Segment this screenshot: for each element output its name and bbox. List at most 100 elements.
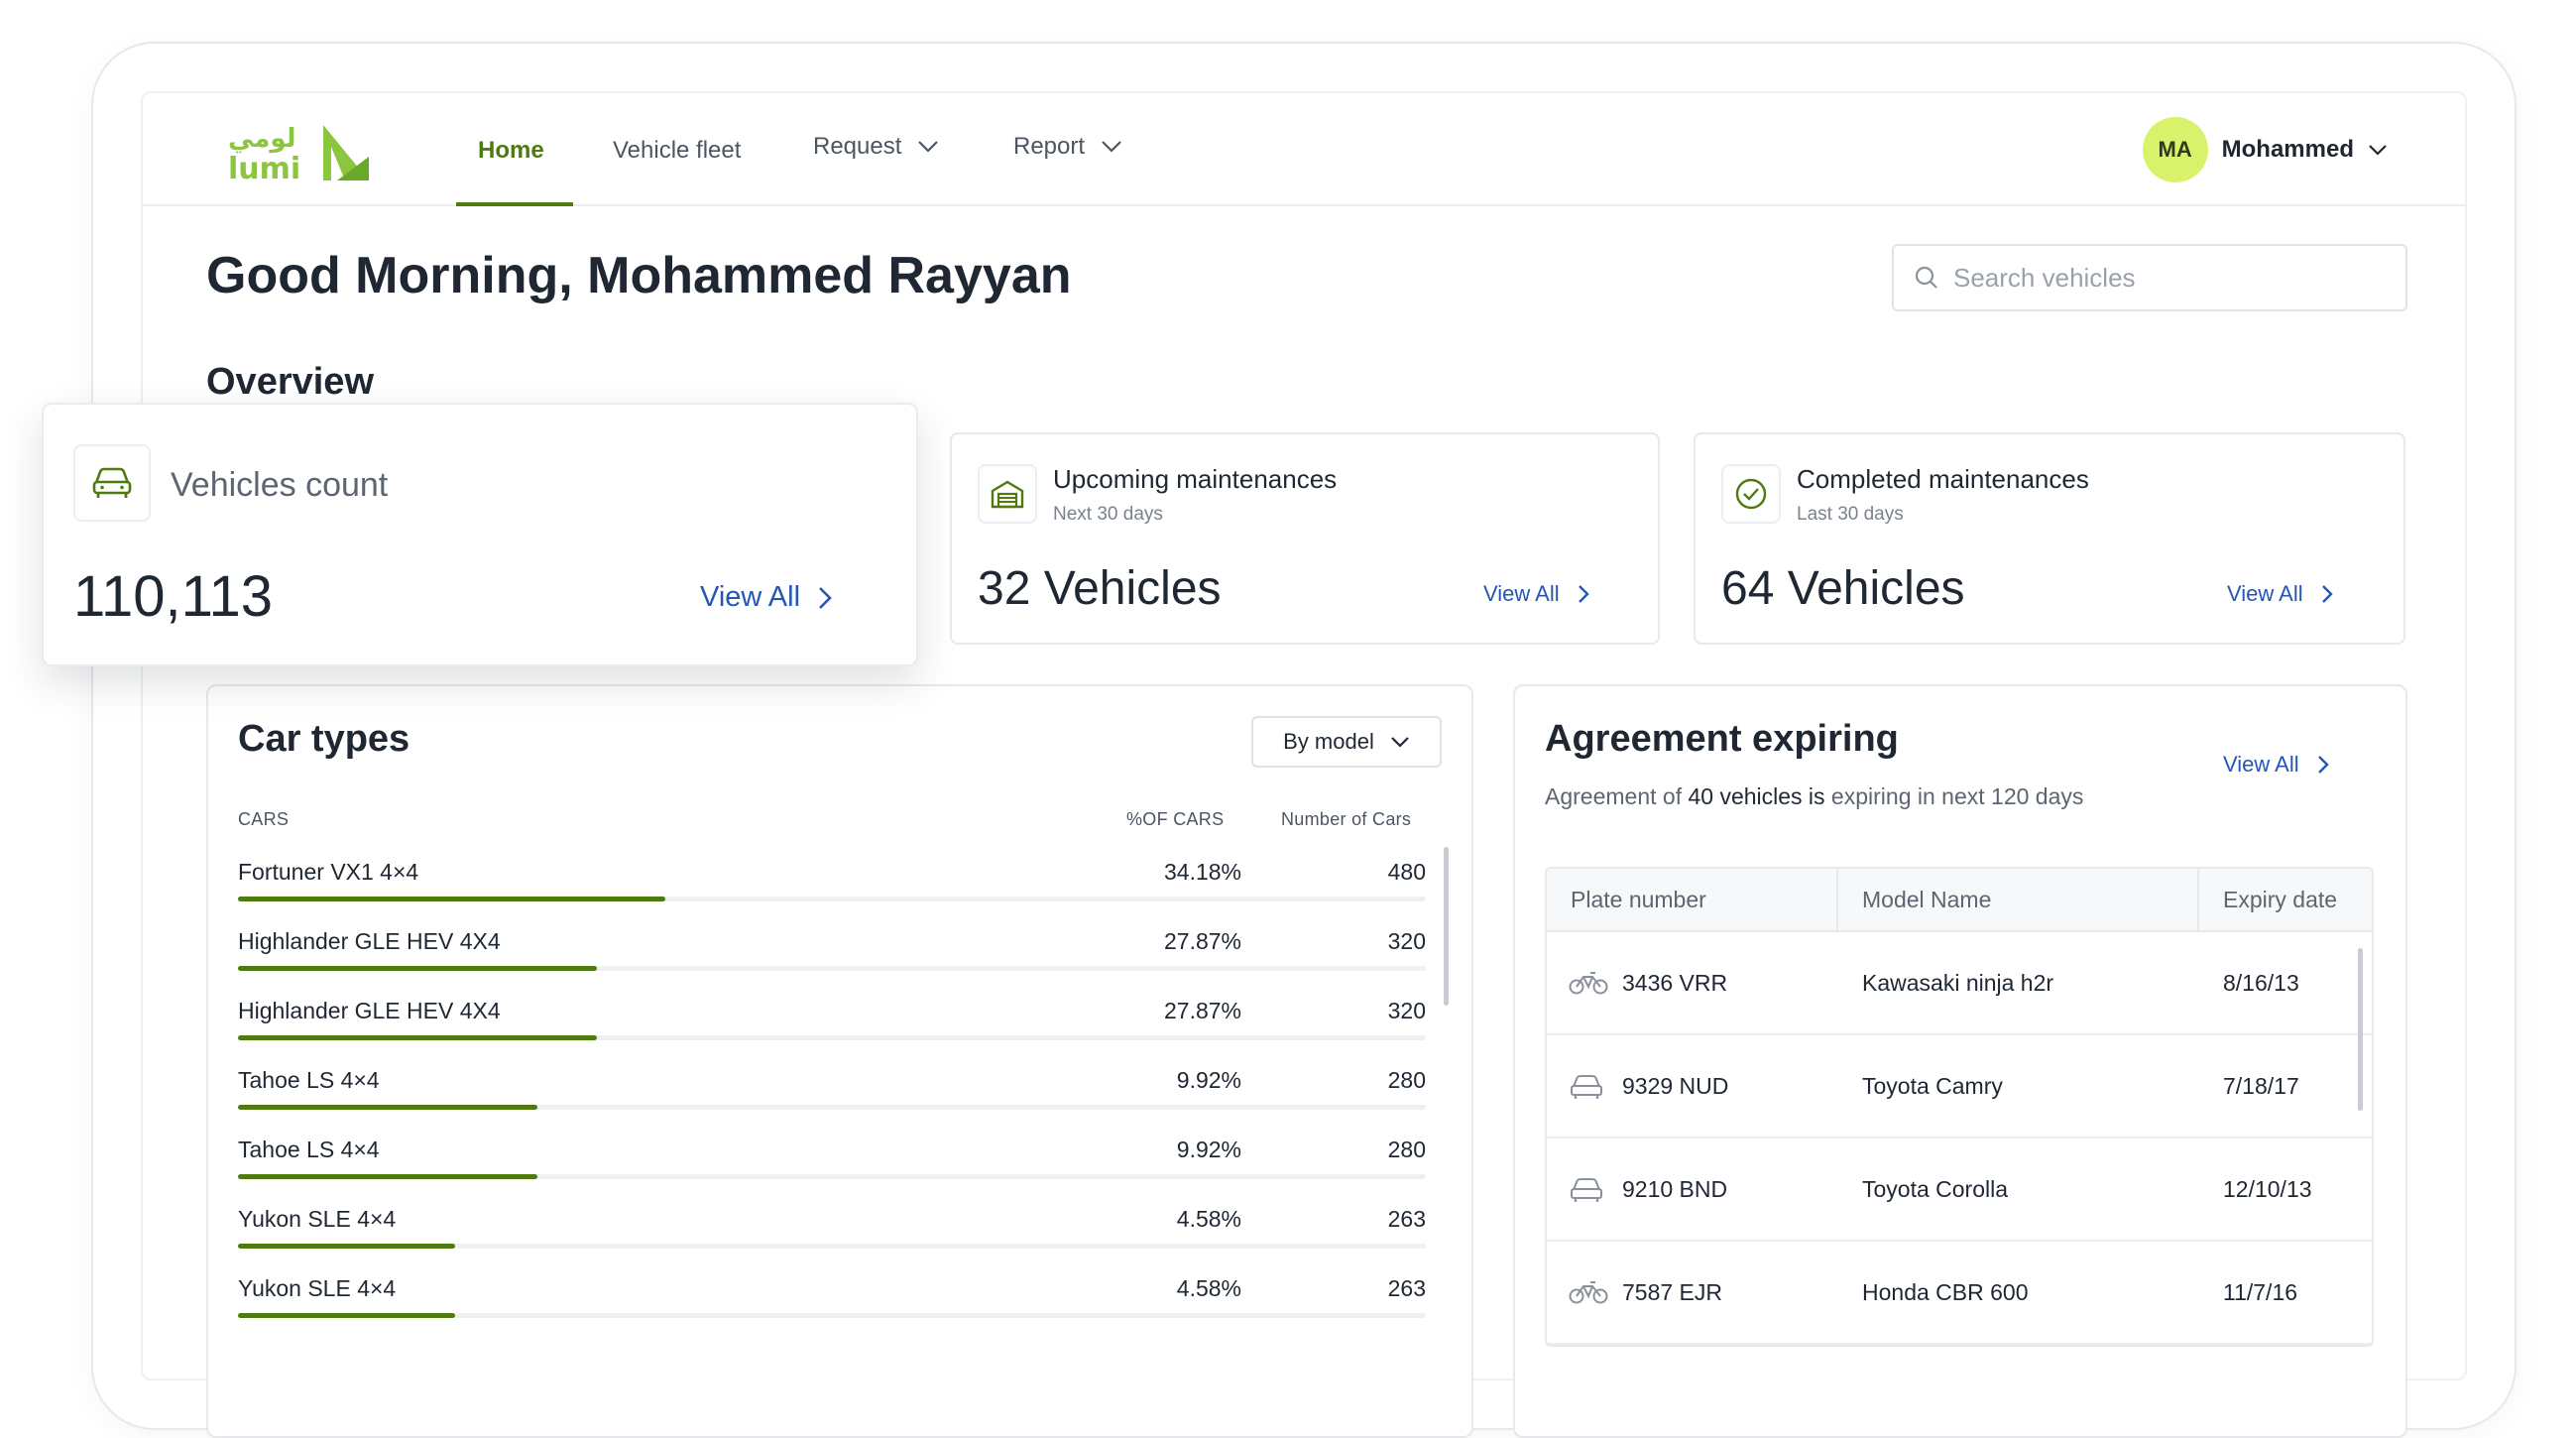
car-types-title: Car types [238, 718, 410, 760]
car-percent: 27.87% [1163, 998, 1241, 1023]
view-all-link[interactable]: View All [700, 581, 832, 614]
share-bar-fill [238, 1244, 456, 1249]
car-percent: 34.18% [1163, 859, 1241, 885]
card-title: Upcoming maintenances [1053, 464, 1338, 494]
car-type-row: Yukon SLE 4×4 4.58% 263 [238, 1188, 1426, 1258]
table-row[interactable]: 7587 EJR Honda CBR 600 11/7/16 [1547, 1242, 2372, 1345]
chevron-down-icon [918, 141, 939, 153]
view-all-label: View All [700, 581, 801, 613]
search-icon [1915, 266, 1937, 289]
table-row[interactable]: 9210 BND Toyota Corolla 12/10/13 [1547, 1138, 2372, 1242]
nav-home[interactable]: Home [478, 137, 544, 165]
share-bar-track [238, 897, 1426, 901]
car-type-row: Yukon SLE 4×4 4.58% 263 [238, 1258, 1426, 1327]
share-bar-track [238, 966, 1426, 971]
chevron-down-icon [2369, 145, 2387, 156]
table-row[interactable]: 3436 VRR Kawasaki ninja h2r 8/16/13 [1547, 932, 2372, 1035]
column-divider [2197, 869, 2199, 932]
car-icon [1569, 1176, 1604, 1211]
car-model-name: Tahoe LS 4×4 [238, 1137, 380, 1162]
search-box[interactable] [1892, 244, 2407, 311]
view-all-link[interactable]: View All [2227, 581, 2333, 607]
nav-active-indicator [456, 202, 573, 206]
car-model-name: Highlander GLE HEV 4X4 [238, 998, 501, 1023]
chevron-right-icon [1578, 585, 1589, 603]
app-screen: لومي lumi Home Vehicle fleet Request Rep… [42, 91, 2467, 1438]
column-header-percent: %OF CARS [1126, 809, 1225, 829]
model-name: Honda CBR 600 [1862, 1279, 2029, 1305]
nav-report-dropdown[interactable]: Report [1013, 133, 1122, 161]
car-icon [73, 444, 151, 522]
agreement-table: Plate number Model Name Expiry date 3436… [1545, 867, 2374, 1347]
view-all-label: View All [2227, 581, 2303, 606]
car-percent: 4.58% [1176, 1275, 1241, 1301]
motorcycle-icon [1569, 1279, 1608, 1310]
car-percent: 27.87% [1163, 928, 1241, 954]
group-by-select[interactable]: By model [1251, 716, 1442, 768]
upcoming-maintenances-card: Upcoming maintenances Next 30 days 32 Ve… [950, 432, 1660, 645]
model-name: Kawasaki ninja h2r [1862, 970, 2054, 996]
agreement-title: Agreement expiring [1545, 718, 1899, 760]
car-types-list: Fortuner VX1 4×4 34.18% 480 Highlander GLE … [238, 841, 1426, 1327]
chevron-right-icon [2321, 585, 2333, 603]
user-menu[interactable]: MA Mohammed [2142, 117, 2388, 182]
summary-is: is [1802, 783, 1825, 809]
overview-heading: Overview [206, 361, 374, 403]
top-navigation-bar: لومي lumi Home Vehicle fleet Request Rep… [143, 93, 2465, 206]
chevron-down-icon [1391, 737, 1409, 748]
car-icon [1569, 1073, 1604, 1108]
car-count: 263 [1387, 1275, 1426, 1301]
chevron-down-icon [1102, 141, 1121, 153]
car-percent: 9.92% [1176, 1137, 1241, 1162]
car-types-scrollbar[interactable] [1444, 847, 1449, 1006]
model-name: Toyota Corolla [1862, 1176, 2009, 1202]
car-percent: 9.92% [1176, 1067, 1241, 1093]
car-type-row: Fortuner VX1 4×4 34.18% 480 [238, 841, 1426, 910]
car-count: 280 [1387, 1137, 1426, 1162]
nav-report-label: Report [1013, 133, 1086, 160]
chevron-right-icon [2317, 756, 2329, 774]
lumi-logo[interactable]: لومي lumi [228, 117, 377, 186]
completed-maintenances-card: Completed maintenances Last 30 days 64 V… [1694, 432, 2405, 645]
vehicles-count-card[interactable]: Vehicles count 110,113 View All [42, 403, 918, 666]
share-bar-track [238, 1244, 1426, 1249]
nav-vehicle-fleet-label: Vehicle fleet [613, 137, 742, 164]
check-circle-icon [1721, 464, 1781, 524]
svg-text:لومي: لومي [228, 124, 295, 154]
expiry-date: 12/10/13 [2223, 1176, 2312, 1202]
share-bar-track [238, 1313, 1426, 1318]
share-bar-fill [238, 1174, 537, 1179]
agreement-expiring-panel: Agreement expiring View All Agreement of… [1513, 684, 2407, 1438]
nav-request-dropdown[interactable]: Request [813, 133, 939, 161]
car-model-name: Yukon SLE 4×4 [238, 1275, 397, 1301]
share-bar-fill [238, 1105, 537, 1110]
card-value: 32 Vehicles [978, 562, 1222, 615]
nav-request-label: Request [813, 133, 902, 160]
garage-icon [978, 464, 1037, 524]
car-count: 263 [1387, 1206, 1426, 1232]
car-type-row: Tahoe LS 4×4 9.92% 280 [238, 1049, 1426, 1119]
view-all-link[interactable]: View All [1483, 581, 1589, 607]
page-title: Good Morning, Mohammed Rayyan [206, 247, 1072, 304]
search-input[interactable] [1953, 262, 2370, 294]
agreement-scrollbar[interactable] [2358, 948, 2363, 1111]
plate-number: 9329 NUD [1622, 1073, 1729, 1099]
card-value: 110,113 [73, 564, 274, 629]
column-header-expiry: Expiry date [2223, 887, 2338, 912]
view-all-link[interactable]: View All [2223, 752, 2329, 778]
chevron-right-icon [819, 586, 832, 609]
model-name: Toyota Camry [1862, 1073, 2003, 1099]
car-count: 480 [1387, 859, 1426, 885]
column-header-cars: CARS [238, 809, 290, 829]
car-count: 280 [1387, 1067, 1426, 1093]
table-body: 3436 VRR Kawasaki ninja h2r 8/16/13 9329 NU… [1547, 932, 2372, 1345]
share-bar-fill [238, 897, 666, 901]
car-model-name: Tahoe LS 4×4 [238, 1067, 380, 1093]
column-header-plate: Plate number [1571, 887, 1706, 912]
car-model-name: Fortuner VX1 4×4 [238, 859, 419, 885]
card-title: Vehicles count [171, 466, 389, 504]
group-by-value: By model [1283, 729, 1374, 754]
table-row[interactable]: 9329 NUD Toyota Camry 7/18/17 [1547, 1035, 2372, 1138]
nav-home-label: Home [478, 137, 544, 164]
nav-vehicle-fleet[interactable]: Vehicle fleet [613, 137, 741, 165]
